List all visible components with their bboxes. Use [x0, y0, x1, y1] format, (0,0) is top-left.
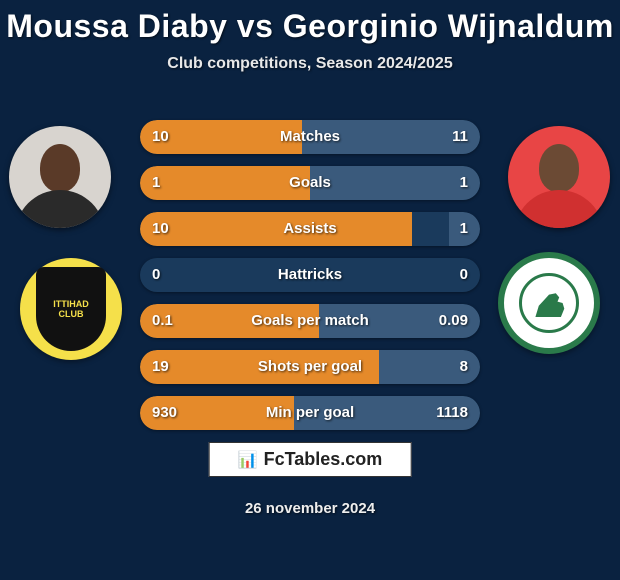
stat-value-right: 11	[452, 120, 468, 154]
brand-label: FcTables.com	[264, 449, 383, 470]
stat-value-left: 10	[152, 212, 169, 246]
stat-row: Goals1 1	[140, 166, 480, 200]
comparison-card: Moussa Diaby vs Georginio Wijnaldum Club…	[0, 0, 620, 580]
page-title: Moussa Diaby vs Georginio Wijnaldum	[0, 0, 620, 45]
stat-value-left: 0	[152, 258, 160, 292]
subtitle: Club competitions, Season 2024/2025	[0, 55, 620, 73]
stat-value-left: 10	[152, 120, 169, 154]
stat-row: Shots per goal19 8	[140, 350, 480, 384]
stat-label: Assists	[140, 212, 480, 246]
stat-value-left: 19	[152, 350, 169, 384]
stat-value-right: 1	[460, 166, 468, 200]
date-label: 26 november 2024	[0, 500, 620, 517]
stat-label: Goals per match	[140, 304, 480, 338]
stat-value-right: 8	[460, 350, 468, 384]
stat-label: Hattricks	[140, 258, 480, 292]
stat-value-right: 1	[460, 212, 468, 246]
stat-value-right: 0	[460, 258, 468, 292]
stat-label: Shots per goal	[140, 350, 480, 384]
stat-value-left: 0.1	[152, 304, 173, 338]
stat-value-left: 1	[152, 166, 160, 200]
stat-row: Matches10 11	[140, 120, 480, 154]
stat-value-left: 930	[152, 396, 177, 430]
stat-value-right: 1118	[436, 396, 468, 430]
stat-label: Matches	[140, 120, 480, 154]
stat-label: Min per goal	[140, 396, 480, 430]
stat-value-right: 0.09	[439, 304, 468, 338]
stat-row: Assists10 1	[140, 212, 480, 246]
stat-row: Goals per match0.1 0.09	[140, 304, 480, 338]
stat-row: Hattricks0 0	[140, 258, 480, 292]
stat-rows: Matches1011Goals11Assists101Hattricks00G…	[0, 120, 620, 442]
chart-icon: 📊	[238, 450, 258, 470]
stat-row: Min per goal930 1118	[140, 396, 480, 430]
stat-label: Goals	[140, 166, 480, 200]
brand-badge[interactable]: 📊 FcTables.com	[209, 442, 412, 477]
